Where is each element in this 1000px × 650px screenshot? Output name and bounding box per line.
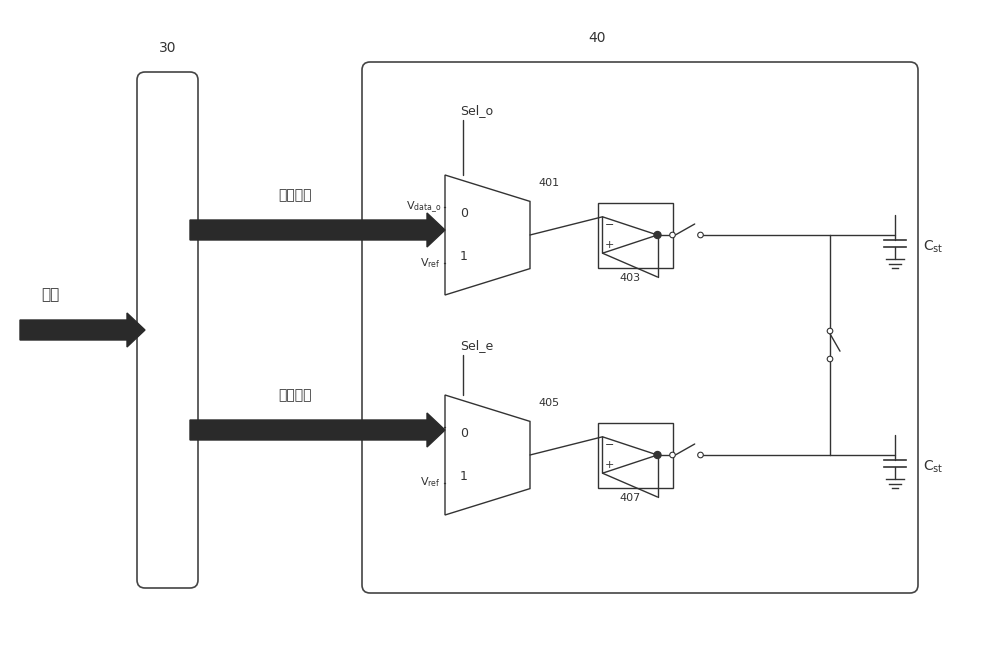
Text: 30: 30 bbox=[159, 41, 176, 55]
Text: 407: 407 bbox=[619, 493, 641, 503]
Text: −: − bbox=[605, 440, 614, 450]
Polygon shape bbox=[20, 313, 145, 347]
Text: 数据: 数据 bbox=[41, 287, 59, 302]
Text: $\mathregular{V_{ref}}$: $\mathregular{V_{ref}}$ bbox=[420, 255, 441, 270]
Text: 403: 403 bbox=[619, 273, 641, 283]
Text: 1: 1 bbox=[460, 250, 468, 263]
Text: $\mathregular{V_{data\_o}}$: $\mathregular{V_{data\_o}}$ bbox=[406, 200, 441, 215]
Text: Sel_e: Sel_e bbox=[460, 339, 493, 352]
Text: 401: 401 bbox=[538, 178, 559, 188]
Polygon shape bbox=[190, 413, 445, 447]
Bar bbox=[598, 203, 672, 268]
Text: 偶数数据: 偶数数据 bbox=[278, 388, 312, 402]
Circle shape bbox=[654, 452, 661, 458]
Circle shape bbox=[827, 356, 833, 362]
Polygon shape bbox=[190, 213, 445, 247]
Text: 1: 1 bbox=[460, 470, 468, 483]
Circle shape bbox=[698, 232, 703, 238]
Text: 0: 0 bbox=[460, 427, 468, 440]
Text: −: − bbox=[605, 220, 614, 230]
Bar bbox=[598, 422, 672, 488]
Text: $\mathregular{V_{ref}}$: $\mathregular{V_{ref}}$ bbox=[420, 476, 441, 489]
FancyBboxPatch shape bbox=[362, 62, 918, 593]
FancyBboxPatch shape bbox=[137, 72, 198, 588]
Text: $\mathregular{V_{data\_e}}$: $\mathregular{V_{data\_e}}$ bbox=[405, 420, 441, 435]
Circle shape bbox=[654, 231, 661, 239]
Circle shape bbox=[670, 232, 675, 238]
Circle shape bbox=[698, 452, 703, 458]
Text: Sel_o: Sel_o bbox=[460, 104, 493, 117]
Text: 0: 0 bbox=[460, 207, 468, 220]
Text: $\mathregular{C_{st}}$: $\mathregular{C_{st}}$ bbox=[923, 459, 943, 475]
Text: 40: 40 bbox=[588, 31, 606, 45]
Text: 405: 405 bbox=[538, 398, 559, 408]
Circle shape bbox=[827, 328, 833, 334]
Text: +: + bbox=[605, 240, 614, 250]
Text: +: + bbox=[605, 460, 614, 470]
Circle shape bbox=[670, 452, 675, 458]
Text: 奇数数据: 奇数数据 bbox=[278, 188, 312, 202]
Text: $\mathregular{C_{st}}$: $\mathregular{C_{st}}$ bbox=[923, 239, 943, 255]
